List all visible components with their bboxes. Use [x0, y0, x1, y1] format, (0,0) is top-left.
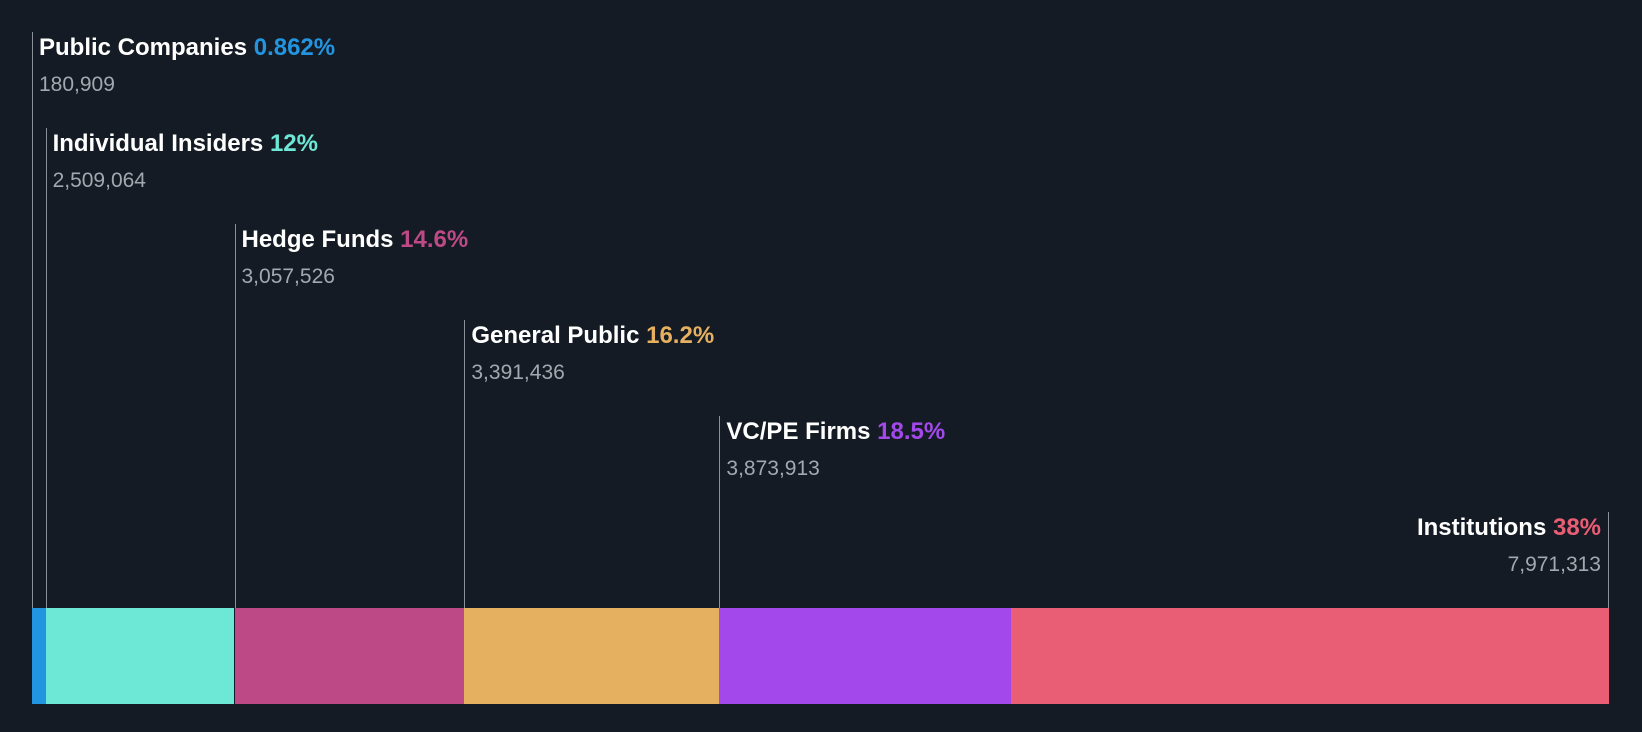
percent-label-institutions: 38% — [1546, 514, 1601, 541]
percent-label-public-companies: 0.862% — [247, 34, 336, 61]
leader-line-public-companies — [32, 32, 33, 608]
data-label-individual-insiders: Individual Insiders 12% 2,509,064 — [52, 130, 318, 192]
bar-segment-vc-pe-firms — [719, 608, 1011, 704]
category-label-public-companies: Public Companies — [39, 34, 248, 61]
category-label-individual-insiders: Individual Insiders — [52, 130, 264, 157]
count-label-institutions: 7,971,313 — [1507, 553, 1601, 576]
data-label-public-companies: Public Companies 0.862% 180,909 — [39, 34, 336, 96]
category-label-general-public: General Public — [471, 322, 640, 349]
data-label-general-public: General Public 16.2% 3,391,436 — [471, 322, 715, 384]
leader-line-general-public — [464, 320, 466, 608]
data-label-hedge-funds: Hedge Funds 14.6% 3,057,526 — [241, 226, 469, 288]
bar-segment-public-companies — [32, 608, 46, 704]
count-label-hedge-funds: 3,057,526 — [241, 265, 335, 288]
bar-segment-individual-insiders — [45, 608, 235, 704]
category-label-hedge-funds: Hedge Funds — [241, 226, 394, 253]
category-label-vc-pe-firms: VC/PE Firms — [726, 418, 871, 445]
count-label-vc-pe-firms: 3,873,913 — [726, 457, 820, 480]
leader-line-institutions — [1608, 512, 1609, 608]
data-label-vc-pe-firms: VC/PE Firms 18.5% 3,873,913 — [726, 418, 946, 480]
leader-line-individual-insiders — [45, 128, 47, 608]
percent-label-individual-insiders: 12% — [263, 130, 318, 157]
leader-line-vc-pe-firms — [719, 416, 721, 608]
category-label-institutions: Institutions — [1416, 514, 1547, 541]
percent-label-hedge-funds: 14.6% — [393, 226, 469, 253]
data-label-institutions: Institutions 38% 7,971,313 — [1416, 514, 1601, 576]
leader-line-hedge-funds — [234, 224, 236, 608]
percent-label-vc-pe-firms: 18.5% — [870, 418, 946, 445]
bar-segment-hedge-funds — [234, 608, 465, 704]
bar-segment-institutions — [1010, 608, 1609, 704]
count-label-public-companies: 180,909 — [39, 73, 115, 96]
count-label-general-public: 3,391,436 — [471, 361, 565, 384]
bar-segment-general-public — [464, 608, 720, 704]
percent-label-general-public: 16.2% — [639, 322, 715, 349]
count-label-individual-insiders: 2,509,064 — [52, 169, 146, 192]
